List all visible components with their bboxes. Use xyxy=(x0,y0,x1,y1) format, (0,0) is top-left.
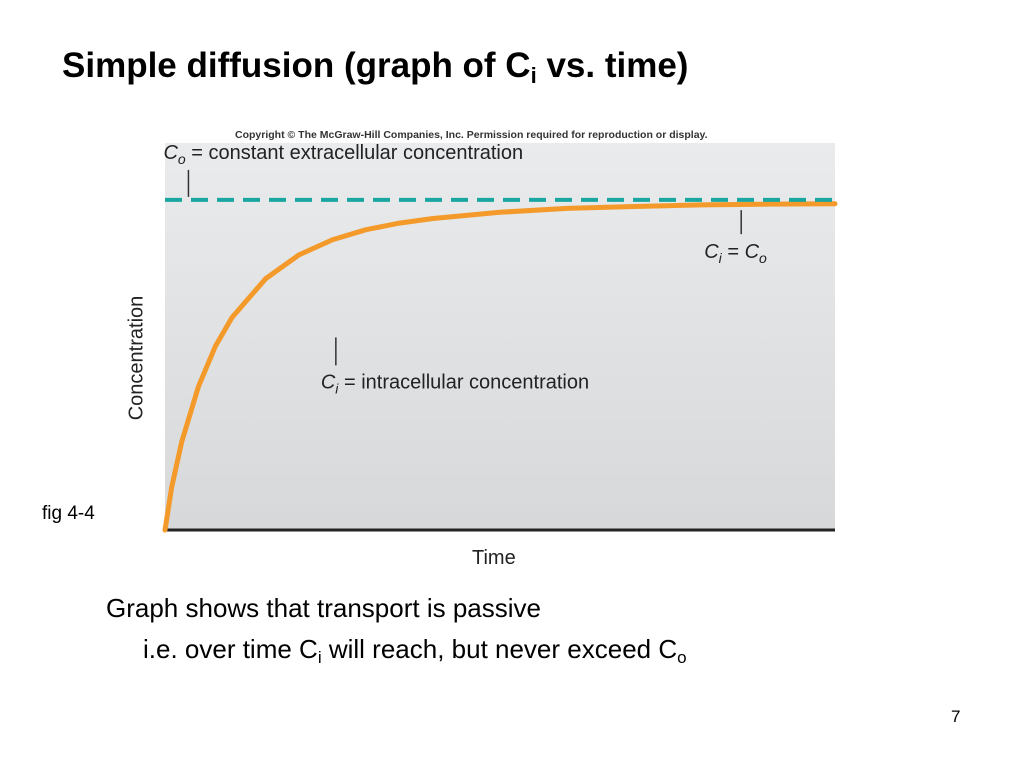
diffusion-chart: Co = constant extracellular concentratio… xyxy=(162,142,838,533)
copyright-notice: Copyright © The McGraw-Hill Companies, I… xyxy=(235,129,708,141)
annotation-co-label: Co = constant extracellular concentratio… xyxy=(163,142,523,167)
plot-background xyxy=(165,143,835,530)
caption-line-1: Graph shows that transport is passive xyxy=(106,593,541,623)
page-number: 7 xyxy=(951,707,961,726)
figure-label: fig 4-4 xyxy=(42,503,95,524)
annotation-ci-equals-co-label: Ci = Co xyxy=(704,241,767,266)
x-axis-label: Time xyxy=(472,547,516,569)
series-line-ci xyxy=(162,201,838,533)
annotation-ci-label: Ci = intracellular concentration xyxy=(321,371,589,396)
caption-line-2: i.e. over time Ci will reach, but never … xyxy=(143,634,687,667)
y-axis-label: Concentration xyxy=(125,295,148,421)
slide-title: Simple diffusion (graph of Ci vs. time) xyxy=(62,46,689,88)
